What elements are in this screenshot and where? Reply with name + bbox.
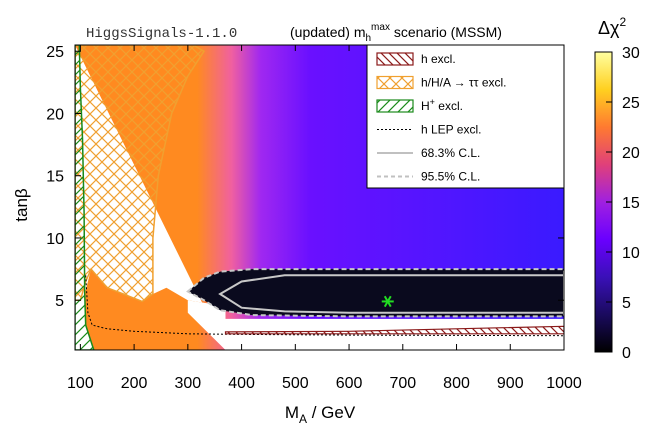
legend-symbol xyxy=(376,99,414,113)
y-tick-label: 5 xyxy=(55,293,64,310)
hplus-exclusion-region xyxy=(75,45,95,350)
y-tick-label: 15 xyxy=(46,169,64,186)
x-tick-label: 900 xyxy=(497,375,524,392)
x-tick-label: 500 xyxy=(282,375,309,392)
legend-label: 95.5% C.L. xyxy=(421,170,480,184)
legend-label: H+ excl. xyxy=(421,97,463,113)
legend-label: h LEP excl. xyxy=(421,123,481,137)
version-label: HiggsSignals-1.1.0 xyxy=(86,26,237,42)
plot-frame xyxy=(74,44,565,351)
colorbar-tick-label: 0 xyxy=(622,345,631,362)
colorbar-tick-label: 5 xyxy=(622,295,631,312)
unscanned-region xyxy=(187,300,564,350)
colorbar: Δχ2 0 5 10 15 20 25 30 xyxy=(594,15,640,362)
colorbar-tick-label: 20 xyxy=(622,145,640,162)
y-tick-label: 10 xyxy=(46,231,64,248)
x-tick-label: 200 xyxy=(121,375,148,392)
legend-symbol xyxy=(376,75,414,90)
legend-symbol xyxy=(376,52,414,66)
legend-label: 68.3% C.L. xyxy=(421,146,480,160)
x-axis-label: MA / GeV xyxy=(285,403,356,426)
best-fit-marker xyxy=(381,295,394,308)
x-tick-label: 100 xyxy=(67,375,94,392)
h-lep-exclusion-line xyxy=(85,275,564,337)
chart-title: (updated) mhmax scenario (MSSM) xyxy=(290,22,502,44)
x-tick-label: 400 xyxy=(228,375,255,392)
x-tick-label: 300 xyxy=(174,375,201,392)
colorbar-tick-label: 10 xyxy=(622,245,640,262)
best-fit-valley xyxy=(187,269,564,317)
legend-box xyxy=(366,44,565,189)
colorbar-tick-label: 30 xyxy=(622,45,640,62)
legend-label: h excl. xyxy=(421,52,456,66)
x-tick-label: 800 xyxy=(443,375,470,392)
legend: h excl. h/H/A → ττ excl. H+ excl. h LEP exc… xyxy=(366,44,565,189)
y-tick-label: 20 xyxy=(46,106,64,123)
colorbar-tick-label: 25 xyxy=(622,95,640,112)
h-exclusion-region xyxy=(224,325,564,335)
y-axis-label: tanβ xyxy=(12,188,31,222)
y-tick-label: 25 xyxy=(46,44,64,61)
x-tick-label: 700 xyxy=(389,375,416,392)
cl95-contour xyxy=(186,268,564,318)
colorbar-label: Δχ2 xyxy=(598,15,626,38)
colorbar-tick-label: 15 xyxy=(622,195,640,212)
x-tick-label: 1000 xyxy=(546,375,582,392)
legend-label: h/H/A → ττ excl. xyxy=(421,76,507,90)
cl68-contour xyxy=(218,274,564,314)
x-tick-label: 600 xyxy=(336,375,363,392)
